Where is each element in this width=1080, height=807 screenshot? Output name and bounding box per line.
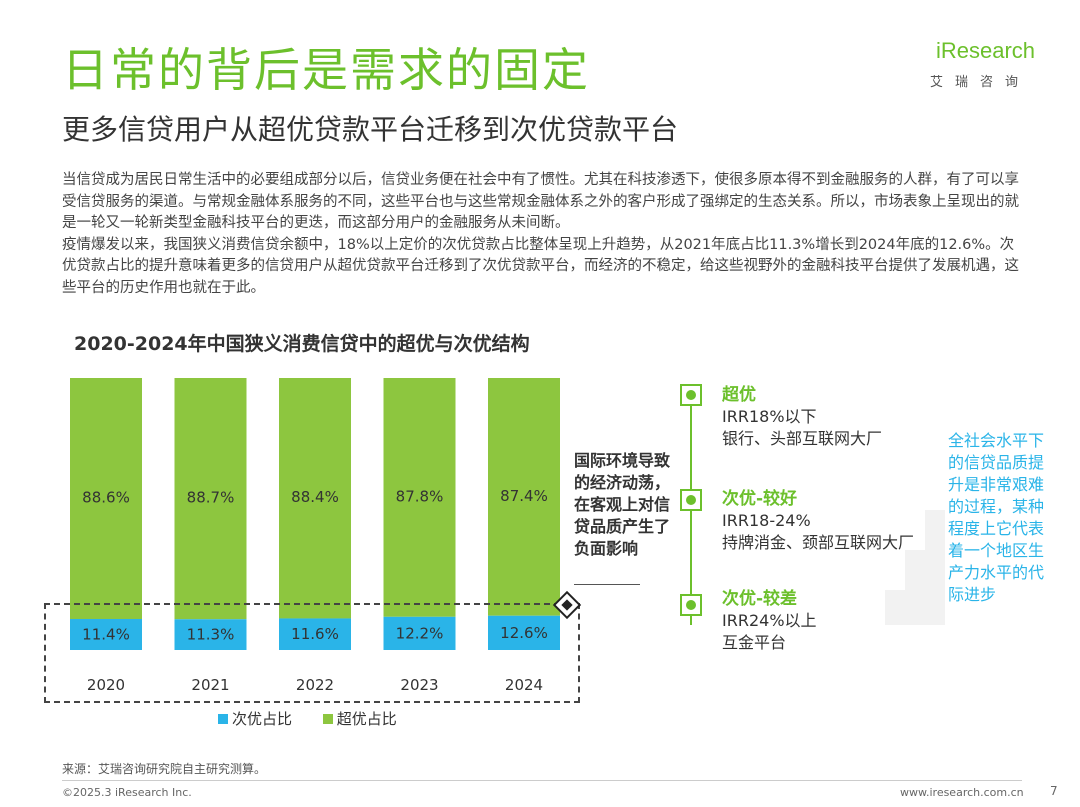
legend-swatch-subprime xyxy=(218,713,228,724)
footer-copyright: ©2025.3 iResearch Inc. xyxy=(62,786,192,799)
label-subprime-2022: 11.6% xyxy=(291,625,339,643)
bar-subprime-2020 xyxy=(70,618,142,650)
x-tick-2024: 2024 xyxy=(505,676,543,694)
legend-label-prime: 超优占比 xyxy=(336,710,397,728)
stacked-bar-chart: 88.6% 11.4% 2020 88.7% 11.3% 2021 88.4% 11.6% 20… xyxy=(70,378,560,694)
bar-subprime-2021 xyxy=(174,619,247,650)
body-text: 当信贷成为居民日常生活中的必要组成部分以后，信贷业务便在社会中有了惯性。尤其在科… xyxy=(62,170,1022,299)
tier-subprime-good-institutions: 持牌消金、颈部互联网大厂 xyxy=(722,533,915,552)
bar-subprime-2022 xyxy=(279,618,351,650)
annotation-connector-line xyxy=(574,584,640,585)
tier-subprime-good: 次优-较好 IRR18-24% 持牌消金、颈部互联网大厂 xyxy=(722,488,914,554)
tier-node-icon-2 xyxy=(680,489,702,511)
label-subprime-2021: 11.3% xyxy=(187,626,235,644)
bar-subprime-2024 xyxy=(488,615,560,650)
legend-label-subprime: 次优占比 xyxy=(232,710,293,728)
bar-prime-2024 xyxy=(488,378,560,616)
tier-prime-irr: IRR18%以下 xyxy=(722,407,817,426)
page-subtitle: 更多信贷用户从超优贷款平台迁移到次优贷款平台 xyxy=(62,113,679,146)
body-paragraph-2: 疫情爆发以来，我国狭义消费信贷余额中，18%以上定价的次优贷款占比整体呈现上升趋… xyxy=(62,236,1019,296)
label-prime-2023: 87.8% xyxy=(396,487,444,505)
tier-timeline xyxy=(680,384,702,625)
tier-subprime-poor-irr: IRR24%以上 xyxy=(722,611,817,630)
page-number: 7 xyxy=(1050,784,1058,798)
x-tick-2023: 2023 xyxy=(400,676,438,694)
label-prime-2022: 88.4% xyxy=(291,488,339,506)
label-subprime-2023: 12.2% xyxy=(396,624,444,642)
label-subprime-2024: 12.6% xyxy=(500,624,548,642)
bar-prime-2023 xyxy=(383,378,456,617)
subprime-highlight-box xyxy=(44,603,580,703)
tier-subprime-good-irr: IRR18-24% xyxy=(722,511,811,530)
x-tick-2022: 2022 xyxy=(296,676,334,694)
annotation-note: 国际环境导致的经济动荡，在客观上对信贷品质产生了负面影响 xyxy=(574,451,671,558)
chart-title: 2020-2024年中国狭义消费信贷中的超优与次优结构 xyxy=(74,333,530,355)
staircase-decoration xyxy=(885,510,945,625)
chart-legend: 次优占比 超优占比 xyxy=(218,708,423,729)
legend-item-prime: 超优占比 xyxy=(322,708,397,729)
legend-swatch-prime xyxy=(322,713,333,724)
tier-node-icon-3 xyxy=(680,594,702,616)
footer-divider xyxy=(62,780,1022,781)
logo-wordmark: iResearch xyxy=(936,38,1036,63)
footer-website: www.iresearch.com.cn xyxy=(900,786,1024,799)
tier-subprime-poor-heading: 次优-较差 xyxy=(722,589,798,609)
bar-prime-2020 xyxy=(70,378,142,619)
label-prime-2021: 88.7% xyxy=(187,489,235,507)
callout-text: 全社会水平下的信贷品质提升是非常艰难的过程，某种程度上它代表着一个地区生产力水平… xyxy=(948,431,1045,604)
logo-chinese: 艾瑞咨询 xyxy=(930,75,1031,90)
tier-node-icon-1 xyxy=(680,384,702,406)
diamond-marker-icon xyxy=(552,590,582,620)
tier-prime-heading: 超优 xyxy=(722,385,756,405)
label-prime-2020: 88.6% xyxy=(82,488,130,506)
label-prime-2024: 87.4% xyxy=(500,487,548,505)
label-subprime-2020: 11.4% xyxy=(82,625,130,643)
bar-prime-2022 xyxy=(279,378,351,619)
tier-prime: 超优 IRR18%以下 银行、头部互联网大厂 xyxy=(722,384,882,450)
tier-subprime-poor: 次优-较差 IRR24%以上 互金平台 xyxy=(722,588,817,654)
x-tick-2021: 2021 xyxy=(191,676,229,694)
bar-prime-2021 xyxy=(174,378,247,620)
tier-subprime-good-heading: 次优-较好 xyxy=(722,489,798,509)
tier-prime-institutions: 银行、头部互联网大厂 xyxy=(722,429,883,448)
legend-item-subprime: 次优占比 xyxy=(218,708,292,729)
bar-subprime-2023 xyxy=(383,616,456,650)
source-note: 来源：艾瑞咨询研究院自主研究测算。 xyxy=(62,762,267,776)
page-title: 日常的背后是需求的固定 xyxy=(62,43,590,97)
tier-subprime-poor-institutions: 互金平台 xyxy=(722,633,787,652)
x-tick-2020: 2020 xyxy=(87,676,125,694)
body-paragraph-1: 当信贷成为居民日常生活中的必要组成部分以后，信贷业务便在社会中有了惯性。尤其在科… xyxy=(62,172,1019,231)
